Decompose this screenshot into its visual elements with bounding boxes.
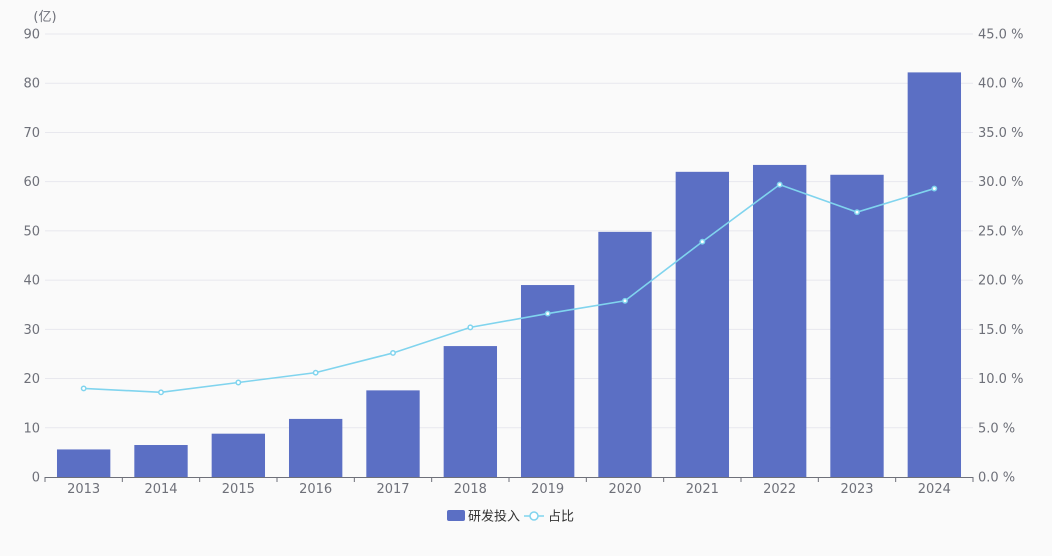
y-left-tick-label: 0	[32, 471, 40, 486]
line-point[interactable]	[312, 369, 319, 376]
y-right-tick-label: 45.0 %	[978, 28, 1023, 43]
line-point[interactable]	[80, 385, 87, 392]
legend-bar-label: 研发投入	[468, 509, 520, 525]
line-point[interactable]	[622, 297, 628, 304]
y-right-tick-label: 15.0 %	[978, 323, 1023, 338]
legend: 研发投入 占比	[447, 509, 574, 525]
x-tick-label: 2017	[376, 482, 409, 497]
y-left-tick-label: 30	[23, 323, 40, 338]
bar[interactable]	[830, 174, 884, 477]
bar[interactable]	[675, 171, 730, 478]
y-right-tick-label: 0.0 %	[978, 471, 1015, 486]
y-axis-right: 0.0 % 5.0 % 10.0 % 15.0 % 20.0 % 25.0 % 30.0 %…	[978, 28, 1023, 486]
line-series	[80, 181, 938, 396]
legend-item-line[interactable]: 占比	[524, 510, 574, 525]
bar[interactable]	[907, 72, 962, 477]
x-tick-label: 2024	[918, 482, 951, 497]
bar[interactable]	[598, 231, 652, 477]
line-point[interactable]	[158, 389, 164, 396]
y-right-tick-label: 30.0 %	[978, 175, 1023, 190]
line-point[interactable]	[544, 310, 551, 317]
x-tick-label: 2022	[763, 482, 796, 497]
x-tick-label: 2023	[840, 482, 873, 497]
y-left-tick-label: 10	[23, 421, 40, 436]
bar[interactable]	[211, 433, 266, 477]
bar[interactable]	[288, 418, 343, 477]
x-tick-label: 2015	[222, 482, 255, 497]
x-tick-label: 2019	[531, 482, 564, 497]
series-line	[83, 183, 935, 394]
x-tick-label: 2013	[67, 482, 100, 497]
bar[interactable]	[56, 449, 111, 477]
y-left-unit-label: (亿)	[33, 10, 56, 25]
line-point[interactable]	[467, 324, 474, 331]
y-right-tick-label: 10.0 %	[978, 372, 1023, 387]
y-right-tick-label: 35.0 %	[978, 126, 1023, 141]
line-point[interactable]	[235, 379, 242, 386]
y-left-tick-label: 20	[23, 372, 40, 387]
x-tick-label: 2021	[686, 482, 719, 497]
grid-lines	[45, 33, 973, 429]
y-left-tick-label: 50	[23, 224, 40, 239]
bar[interactable]	[752, 164, 807, 478]
y-right-tick-label: 20.0 %	[978, 274, 1023, 289]
y-right-tick-label: 40.0 %	[978, 77, 1023, 92]
bar[interactable]	[134, 445, 188, 477]
y-left-tick-label: 80	[23, 77, 40, 92]
y-left-tick-label: 60	[23, 175, 40, 190]
line-point[interactable]	[699, 238, 706, 245]
bar-series	[56, 72, 962, 478]
x-axis: 2013 2014 2015 2016 2017 2018 2019 2020 2021 2022…	[44, 477, 974, 497]
x-tick-label: 2018	[454, 482, 487, 497]
y-left-tick-label: 40	[23, 274, 40, 289]
y-right-tick-label: 5.0 %	[978, 421, 1015, 436]
bar[interactable]	[443, 346, 498, 477]
line-point[interactable]	[776, 181, 783, 188]
legend-line-label: 占比	[548, 510, 574, 525]
legend-line-marker	[529, 511, 539, 521]
x-tick-label: 2020	[608, 482, 641, 497]
legend-item-bar[interactable]: 研发投入	[447, 509, 520, 525]
y-axis-left: 0 10 20 30 40 50 60 70 80 90 (亿)	[23, 10, 56, 486]
x-tick-label: 2014	[144, 482, 177, 497]
y-left-tick-label: 90	[23, 28, 40, 43]
line-point[interactable]	[390, 350, 396, 356]
legend-bar-swatch	[447, 510, 465, 521]
bar[interactable]	[366, 390, 420, 477]
line-point[interactable]	[931, 185, 938, 192]
y-left-tick-label: 70	[23, 126, 40, 141]
line-point[interactable]	[854, 209, 860, 216]
y-right-tick-label: 25.0 %	[978, 224, 1023, 239]
x-tick-label: 2016	[299, 482, 332, 497]
